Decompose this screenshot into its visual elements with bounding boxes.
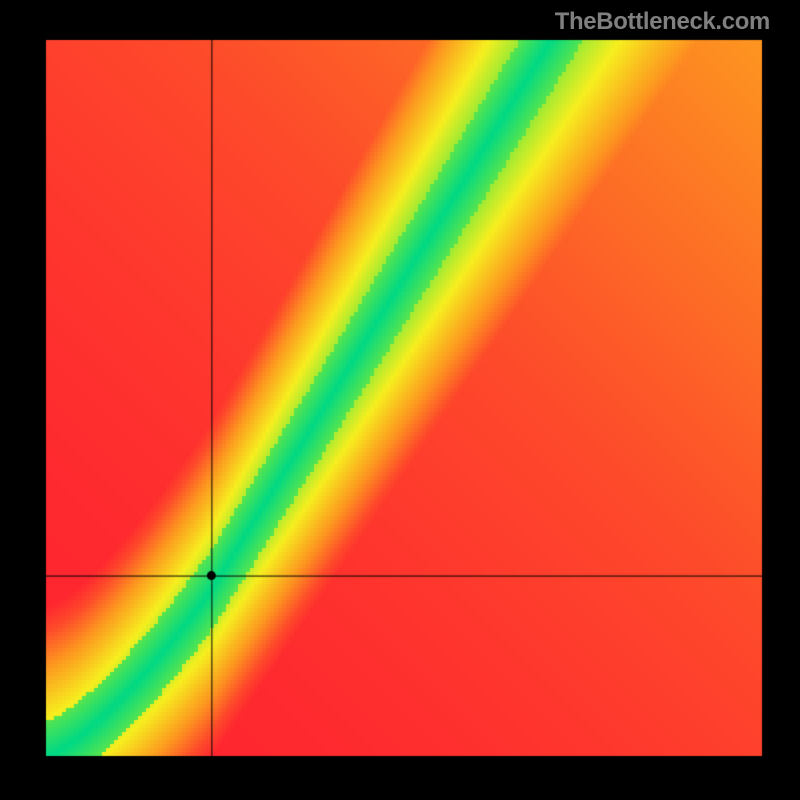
bottleneck-heatmap xyxy=(0,0,800,800)
watermark-text: TheBottleneck.com xyxy=(555,8,770,36)
